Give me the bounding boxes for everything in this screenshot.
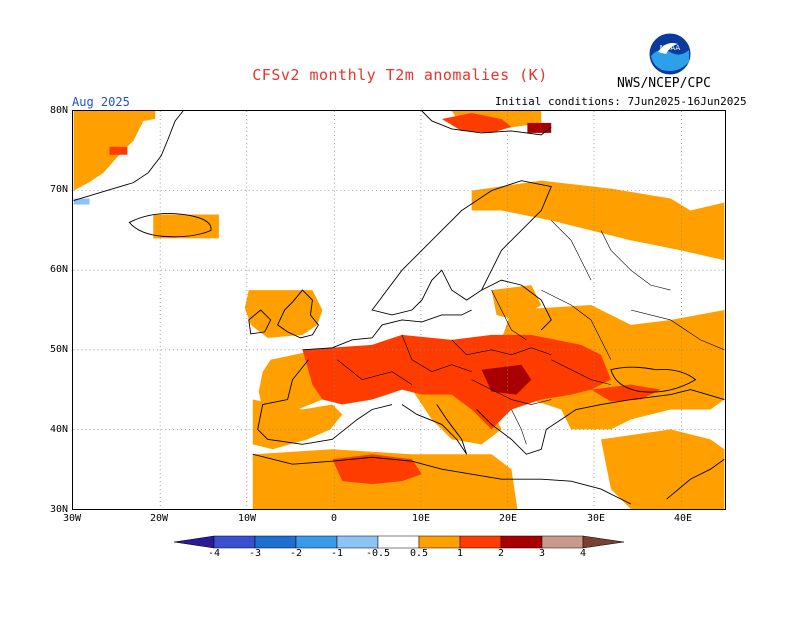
lon-label-10w: 10W [237,513,257,524]
lon-label-20e: 20E [498,513,518,524]
map-title: CFSv2 monthly T2m anomalies (K) [252,66,548,84]
anomaly-fill-1-2 [109,112,661,485]
legend-tick-minus4: -4 [207,548,221,559]
color-legend-bar [174,535,625,549]
country-borders [337,220,725,445]
lon-label-40e: 40E [673,513,693,524]
legend-tick-2: 2 [497,548,505,559]
lat-label-40n: 40N [49,424,68,435]
anomaly-fill-0.5-1 [73,111,725,509]
lon-label-10e: 10E [411,513,431,524]
svg-text:NOAA: NOAA [660,44,681,52]
lat-label-70n: 70N [49,184,68,195]
lon-label-0: 0 [330,513,338,524]
legend-tick-0.5: 0.5 [409,548,429,559]
initial-conditions: Initial conditions: 7Jun2025-16Jun2025 [495,95,747,108]
legend-tick-minus3: -3 [248,548,262,559]
legend-tick-minus2: -2 [289,548,303,559]
forecast-month: Aug 2025 [72,95,130,109]
lat-label-60n: 60N [49,264,68,275]
legend-tick-3: 3 [538,548,546,559]
anomaly-fill-negative [73,198,90,205]
legend-tick-minus1: -1 [330,548,344,559]
legend-tick-1: 1 [456,548,464,559]
legend-tick-4: 4 [579,548,587,559]
noaa-logo: NOAA [648,32,692,76]
lon-label-20w: 20W [149,513,169,524]
lon-label-30w: 30W [62,513,82,524]
anomaly-map [72,110,726,510]
lat-label-50n: 50N [49,344,68,355]
coastlines [73,111,725,505]
agency-label: NWS/NCEP/CPC [617,76,711,91]
lat-label-30n: 30N [49,504,68,515]
lon-label-30e: 30E [586,513,606,524]
anomaly-fill-2-3 [481,122,552,395]
lat-label-80n: 80N [49,105,68,116]
graticule [73,111,725,509]
legend-tick-minus0.5: -0.5 [365,548,391,559]
